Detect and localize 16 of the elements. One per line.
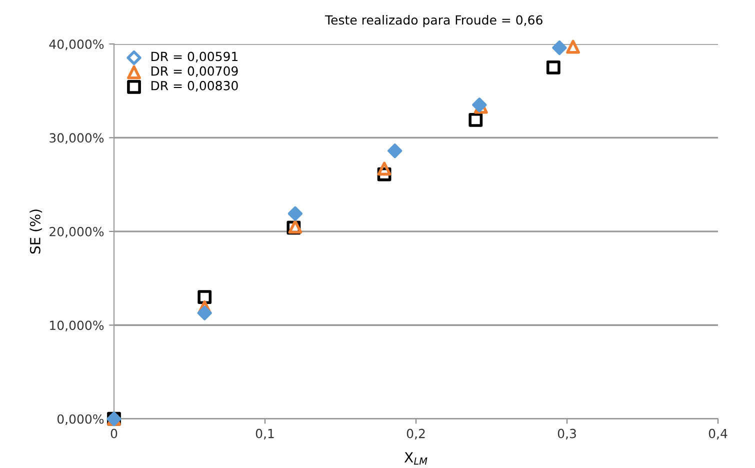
x-tick-label: 0,2 xyxy=(406,428,425,440)
legend-label: DR = 0,00830 xyxy=(151,80,238,92)
y-tick-label: 40,000% xyxy=(49,39,104,50)
legend-label: DR = 0,00709 xyxy=(151,66,238,78)
chart-title: Teste realizado para Froude = 0,66 xyxy=(325,15,542,28)
x-tick-label: 0 xyxy=(110,428,118,438)
legend-label: DR = 0,00591 xyxy=(151,52,238,62)
y-tick-label: 30,000% xyxy=(50,133,104,144)
x-tick-label: 0,4 xyxy=(708,428,728,440)
x-tick-label: 0,1 xyxy=(256,428,274,440)
x-tick-label: 0,3 xyxy=(558,428,576,440)
y-tick-label: 20,000% xyxy=(50,226,104,238)
y-axis-title: SE (%) xyxy=(30,210,42,254)
y-tick-label: 10,000% xyxy=(50,320,104,332)
x-axis-title: X$_{LM}$ xyxy=(404,452,428,465)
y-tick-label: 0,000% xyxy=(57,414,104,426)
